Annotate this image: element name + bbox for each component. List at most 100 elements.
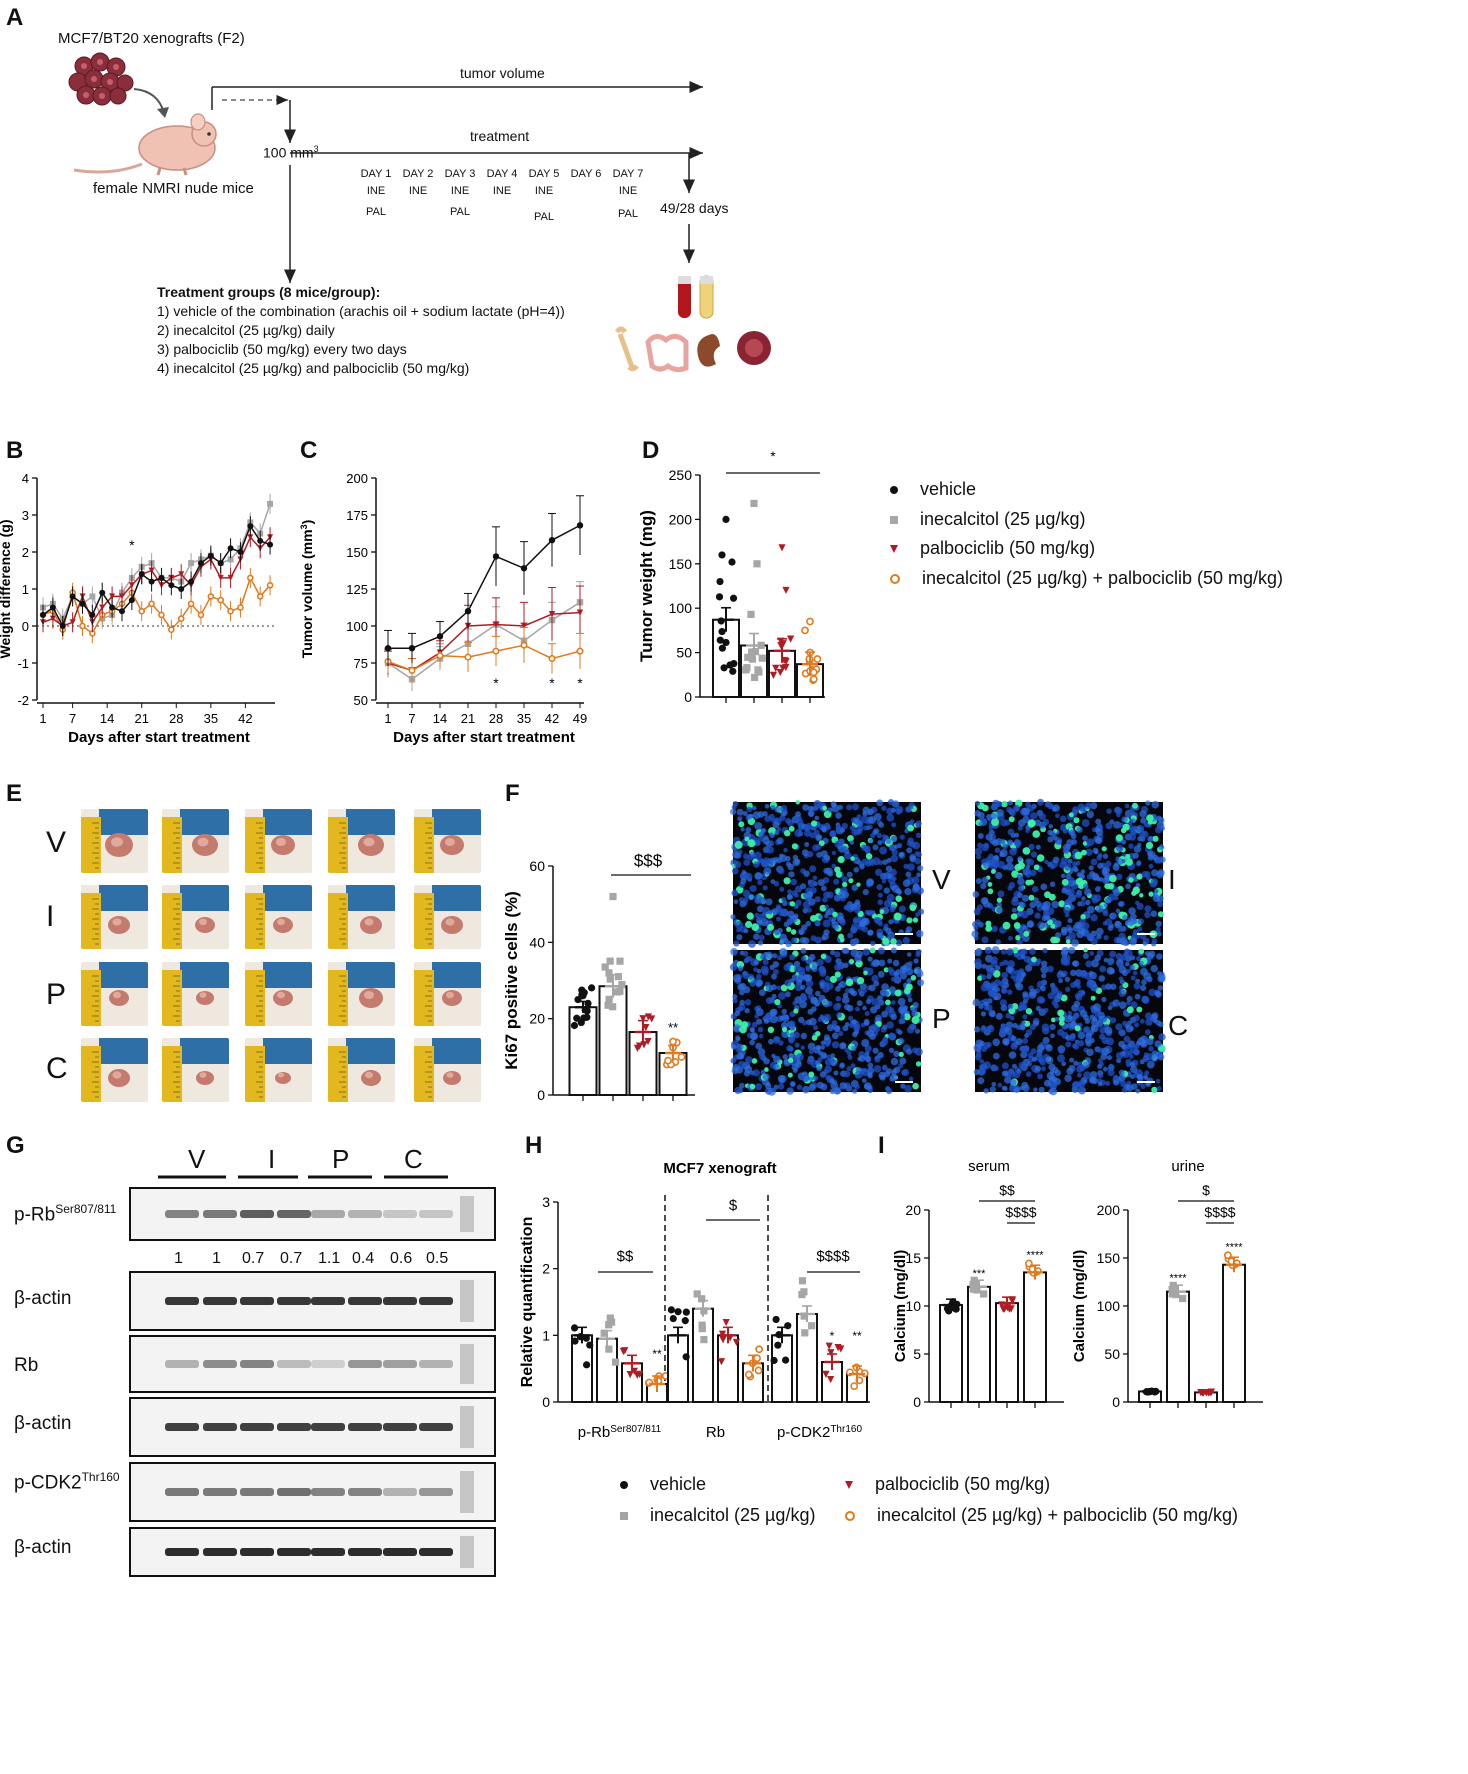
y-tick-label: 200 xyxy=(669,511,693,527)
data-point xyxy=(681,1317,689,1325)
y-tick-label: 60 xyxy=(529,858,545,874)
data-point xyxy=(138,607,146,615)
data-point xyxy=(168,626,175,633)
data-point xyxy=(613,988,621,996)
panel-label-b: B xyxy=(6,437,24,464)
quant-value: 0.5 xyxy=(426,1250,449,1267)
data-point xyxy=(636,1370,644,1378)
data-point xyxy=(669,1037,677,1046)
data-point xyxy=(677,1052,686,1061)
organ-icons xyxy=(614,275,771,373)
legend-item-inecalcitol: inecalcitol (25 µg/kg) xyxy=(620,1505,815,1526)
data-point xyxy=(969,1285,977,1293)
blot-band xyxy=(383,1360,417,1368)
data-point xyxy=(384,645,392,652)
x-axis-label: Days after start treatment xyxy=(68,729,250,746)
data-point xyxy=(644,1013,652,1021)
blot-band xyxy=(311,1548,345,1556)
y-tick-label: 200 xyxy=(346,471,368,486)
significance-annotation: ** xyxy=(652,1347,662,1361)
lane-label-c: C xyxy=(404,1144,423,1174)
y-tick-label: 100 xyxy=(1097,1298,1121,1314)
xenograft-model-label: MCF7/BT20 xenografts (F2) xyxy=(58,30,245,47)
y-tick-label: 20 xyxy=(905,1202,921,1218)
significance-annotation: $ xyxy=(1202,1182,1210,1198)
data-point xyxy=(744,653,752,661)
y-tick-label: 15 xyxy=(905,1250,921,1266)
data-point xyxy=(758,654,766,662)
x-tick-label: 35 xyxy=(204,711,218,726)
data-point xyxy=(79,600,86,607)
panel-label-g: G xyxy=(6,1132,25,1159)
data-point xyxy=(606,957,614,965)
y-tick-label: 0 xyxy=(542,1394,550,1410)
panel-label-c: C xyxy=(300,437,318,464)
x-tick-label: 7 xyxy=(408,711,415,726)
tumor-photo-image xyxy=(328,1038,395,1102)
significance-annotation: * xyxy=(129,537,135,553)
y-axis-label: Ki67 positive cells (%) xyxy=(502,891,521,1070)
mice-label: female NMRI nude mice xyxy=(93,180,254,197)
legend-marker xyxy=(890,486,898,495)
data-point xyxy=(217,560,224,567)
significance-annotation: $$ xyxy=(999,1182,1015,1198)
tumor-photo-image xyxy=(245,809,312,873)
data-point xyxy=(266,582,274,589)
tumor-photo-image xyxy=(328,809,395,873)
y-tick-label: 3 xyxy=(22,508,29,523)
y-tick-label: 200 xyxy=(1097,1202,1121,1218)
micrograph-image xyxy=(971,798,1166,947)
y-tick-label: 20 xyxy=(529,1011,545,1027)
bar xyxy=(598,985,628,1097)
y-tick-label: 4 xyxy=(22,471,29,486)
x-category-label: Rb xyxy=(706,1424,725,1441)
data-point xyxy=(951,1305,960,1313)
data-point xyxy=(700,1335,708,1344)
data-point xyxy=(227,545,234,552)
legend-marker xyxy=(845,1481,853,1490)
treatment-groups: Treatment groups (8 mice/group): 1) vehi… xyxy=(157,284,565,376)
quant-value: 0.7 xyxy=(280,1250,303,1267)
data-point xyxy=(605,995,613,1003)
quant-value: 1.1 xyxy=(318,1250,341,1267)
bar xyxy=(1222,1263,1246,1403)
data-point xyxy=(492,647,500,655)
schedule-day: DAY 7 INE PAL xyxy=(612,168,644,220)
tumor-photo-image xyxy=(245,1038,312,1102)
data-point xyxy=(168,582,175,589)
data-point xyxy=(717,617,725,625)
tumor-photo xyxy=(414,962,481,1026)
blot-band xyxy=(165,1360,199,1368)
tumor-photo-image xyxy=(328,885,395,949)
significance-annotation: * xyxy=(549,675,555,691)
x-tick-label: 35 xyxy=(517,711,531,726)
tumor-photo xyxy=(328,809,395,873)
lane-label-p: P xyxy=(332,1144,350,1174)
y-tick-label: 250 xyxy=(669,467,693,483)
data-point xyxy=(464,653,472,661)
data-point xyxy=(754,1366,763,1375)
blot-band xyxy=(277,1423,311,1431)
significance-annotation: **** xyxy=(1225,1242,1243,1254)
blot-band xyxy=(348,1210,382,1218)
data-point xyxy=(769,671,778,679)
blot-band xyxy=(311,1423,345,1431)
blot-band xyxy=(240,1423,274,1431)
data-point xyxy=(720,664,728,672)
data-point xyxy=(570,1021,579,1030)
blot-band xyxy=(240,1360,274,1368)
x-tick-label: 28 xyxy=(489,711,503,726)
chart-title: MCF7 xenograft xyxy=(663,1160,776,1177)
blot-band xyxy=(311,1488,345,1496)
legend-marker xyxy=(890,516,898,525)
legend-item-palbociclib: palbociclib (50 mg/kg) xyxy=(890,538,1095,559)
data-point xyxy=(744,1370,753,1379)
blot-label-rb: Rb xyxy=(14,1355,39,1376)
data-point xyxy=(158,574,165,581)
bone-icon xyxy=(614,326,639,372)
tumor-photo xyxy=(245,962,312,1026)
y-tick-label: 3 xyxy=(542,1194,550,1210)
data-point xyxy=(716,636,724,644)
data-point xyxy=(247,523,254,530)
